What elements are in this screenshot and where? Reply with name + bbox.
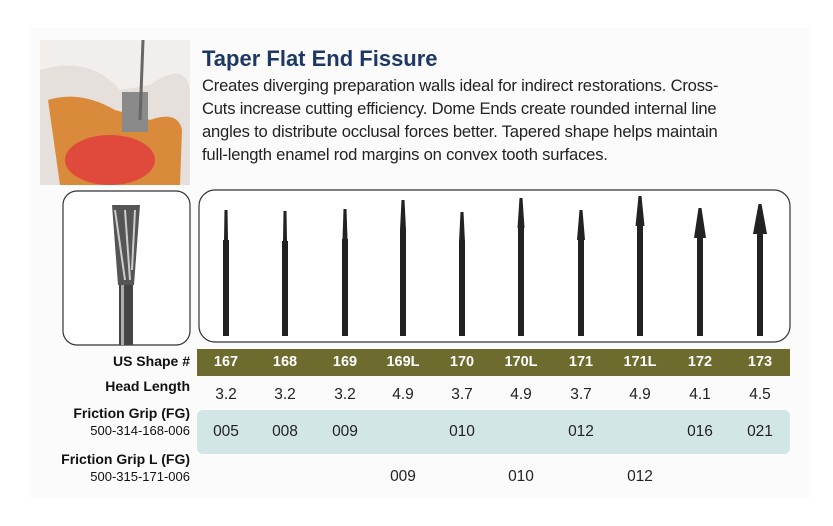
bur xyxy=(635,196,645,336)
table-cell: 3.2 xyxy=(215,386,237,403)
description-line: angles to distribute occlusal forces bet… xyxy=(202,122,718,141)
table-cell: 170 xyxy=(449,354,475,370)
bur xyxy=(342,209,348,336)
row-label: Friction Grip (FG) xyxy=(73,405,190,421)
row-sublabel: 500-315-171-006 xyxy=(90,469,190,484)
bur xyxy=(517,198,525,336)
table-cell: 169L xyxy=(386,354,420,370)
table-cell: 012 xyxy=(627,468,653,485)
table-cell: 3.7 xyxy=(451,386,473,403)
table-cell: 167 xyxy=(213,354,239,370)
bur xyxy=(577,210,585,336)
table-cell: 173 xyxy=(747,354,773,370)
table-cell: 016 xyxy=(687,423,713,440)
shape-row-band xyxy=(197,349,790,376)
bur xyxy=(694,208,706,336)
table-cell: 009 xyxy=(390,468,416,485)
description-line: Cuts increase cutting efficiency. Dome E… xyxy=(202,99,717,118)
row-label: Head Length xyxy=(105,378,190,394)
row-sublabel: 500-314-168-006 xyxy=(90,423,190,438)
table-cell: 4.9 xyxy=(629,386,651,403)
table-cell: 010 xyxy=(508,468,534,485)
table-cell: 4.9 xyxy=(392,386,414,403)
table-cell: 3.7 xyxy=(570,386,592,403)
row-label: Friction Grip L (FG) xyxy=(61,451,190,467)
table-cell: 012 xyxy=(568,423,594,440)
table-cell: 4.1 xyxy=(689,386,711,403)
title: Taper Flat End Fissure xyxy=(202,46,438,71)
table-cell: 169 xyxy=(332,354,358,370)
bur-set xyxy=(223,196,767,336)
table-cell: 170L xyxy=(504,354,538,370)
table-cell: 008 xyxy=(272,423,298,440)
table-cell: 171 xyxy=(568,354,594,370)
table-cell: 172 xyxy=(687,354,713,370)
bur xyxy=(753,204,767,336)
description-line: Creates diverging preparation walls idea… xyxy=(202,76,719,95)
bur xyxy=(282,211,288,336)
table-cell: 3.2 xyxy=(274,386,296,403)
row-label: US Shape # xyxy=(112,353,190,369)
table-cell: 021 xyxy=(747,423,773,440)
table-cell: 171L xyxy=(623,354,657,370)
table-cell: 4.5 xyxy=(749,386,771,403)
table-cell: 005 xyxy=(213,423,239,440)
bur-photo xyxy=(112,205,140,345)
table-cell: 3.2 xyxy=(334,386,356,403)
fg-row-band xyxy=(197,410,790,454)
table-cell: 009 xyxy=(332,423,358,440)
bur xyxy=(223,210,229,336)
tooth-illustration xyxy=(40,39,190,185)
bur xyxy=(459,212,465,336)
table-cell: 010 xyxy=(449,423,475,440)
table-cell: 4.9 xyxy=(510,386,532,403)
description-line: full-length enamel rod margins on convex… xyxy=(202,145,608,164)
bur xyxy=(400,200,406,336)
table-cell: 168 xyxy=(272,354,298,370)
